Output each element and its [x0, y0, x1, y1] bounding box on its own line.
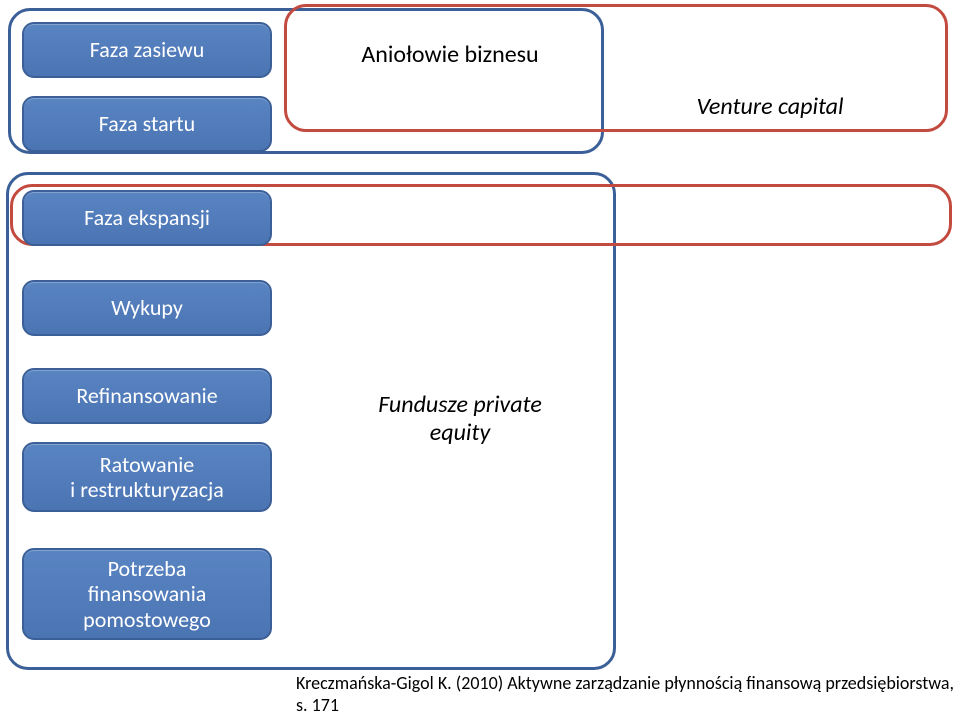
pill-bridge-label: Potrzeba finansowania pomostowego	[83, 556, 211, 632]
label-vc-text: Venture capital	[696, 92, 843, 121]
label-vc: Venture capital	[660, 92, 880, 121]
pill-bridge: Potrzeba finansowania pomostowego	[22, 548, 272, 640]
label-pe-line1: Fundusze private	[350, 390, 570, 419]
pill-rescue: Ratowanie i restrukturyzacja	[22, 442, 272, 512]
pill-start-label: Faza startu	[99, 111, 196, 136]
pill-buyouts: Wykupy	[22, 280, 272, 336]
label-pe-line2-text: equity	[430, 418, 490, 447]
pill-expansion: Faza ekspansji	[22, 190, 272, 246]
label-pe-line2: equity	[350, 418, 570, 447]
citation: Kreczmańska-Gigol K. (2010) Aktywne zarz…	[296, 672, 959, 716]
label-angels-text: Aniołowie biznesu	[361, 40, 538, 69]
pill-start: Faza startu	[22, 96, 272, 152]
pill-seed-label: Faza zasiewu	[90, 37, 205, 62]
pill-expansion-label: Faza ekspansji	[84, 205, 210, 230]
citation-text: Kreczmańska-Gigol K. (2010) Aktywne zarz…	[296, 672, 954, 716]
label-angels: Aniołowie biznesu	[330, 40, 570, 69]
pill-refinance-label: Refinansowanie	[76, 383, 217, 408]
label-pe-line1-text: Fundusze private	[378, 390, 542, 419]
diagram-stage: Faza zasiewu Faza startu Faza ekspansji …	[0, 0, 959, 707]
pill-refinance: Refinansowanie	[22, 368, 272, 424]
pill-buyouts-label: Wykupy	[111, 295, 183, 320]
pill-seed: Faza zasiewu	[22, 22, 272, 78]
pill-rescue-label: Ratowanie i restrukturyzacja	[70, 452, 224, 503]
